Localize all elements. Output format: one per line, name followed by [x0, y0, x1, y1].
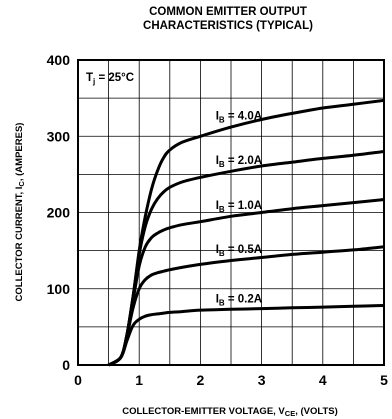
curve-labels: IB = 4.0A IB = 2.0A IB = 1.0A IB = 0.5A IB =… [216, 110, 262, 307]
curve-label: IB = 0.2A [216, 293, 262, 307]
y-tick-label: 100 [47, 281, 71, 297]
y-axis-label: COLLECTOR CURRENT, IC, (AMPERES) [14, 123, 26, 302]
chart-title-line-1: COMMON EMITTER OUTPUT [149, 6, 307, 18]
curve-label: IB = 4.0A [216, 110, 262, 124]
curve-label: IB = 2.0A [216, 155, 262, 169]
x-tick-label: 1 [135, 372, 143, 388]
curve-ib-2 [107, 198, 385, 367]
x-tick-label: 5 [380, 372, 388, 388]
curve-ib-4 [107, 304, 385, 367]
y-tick-label: 200 [47, 205, 71, 221]
y-tick-label: 400 [47, 52, 71, 68]
x-tick-label: 2 [197, 372, 205, 388]
junction-temperature-annotation: Tj = 25°C [86, 72, 134, 86]
plot-frame [77, 59, 385, 366]
curve-label: IB = 0.5A [216, 244, 262, 258]
x-tick-label: 4 [319, 372, 327, 388]
curve-ib-0 [107, 98, 385, 367]
y-tick-label: 0 [62, 357, 70, 373]
x-tick-label: 3 [258, 372, 266, 388]
chart-title-line-2: CHARACTERISTICS (TYPICAL) [143, 20, 313, 32]
x-axis-label: COLLECTOR-EMITTER VOLTAGE, VCE, (VOLTS) [122, 406, 338, 418]
curve-label: IB = 1.0A [216, 200, 262, 214]
curves [107, 98, 385, 367]
curve-ib-3 [107, 245, 385, 367]
tick-labels: 0 1 2 3 4 5 0 100 200 300 400 [47, 52, 388, 388]
y-tick-label: 300 [47, 128, 71, 144]
x-tick-label: 0 [74, 372, 82, 388]
